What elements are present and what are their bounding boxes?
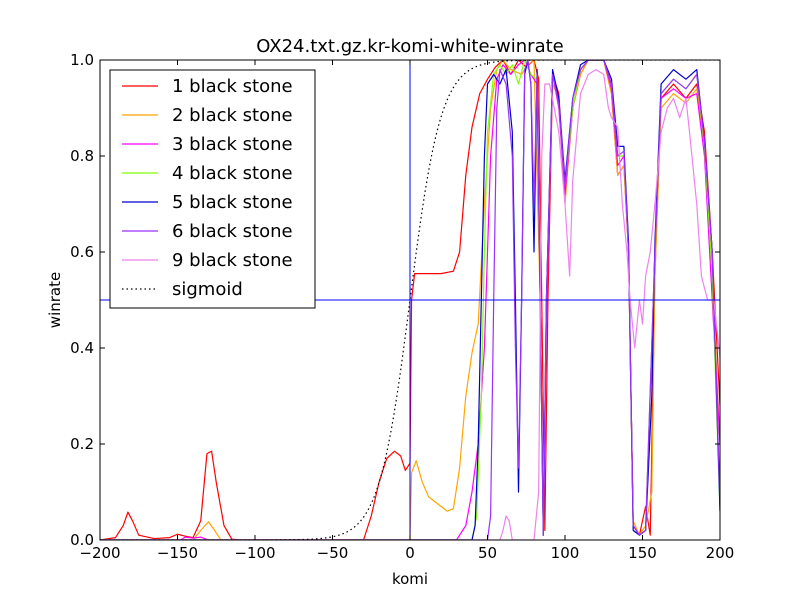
y-tick-label: 0.6: [70, 243, 94, 261]
series-line-6: [100, 60, 720, 540]
legend-label: 4 black stone: [172, 163, 293, 184]
y-tick-label: 1.0: [70, 51, 94, 69]
x-tick-label: 50: [478, 544, 497, 562]
legend-label: 6 black stone: [172, 221, 293, 242]
legend-label: 9 black stone: [172, 250, 293, 271]
legend-label: 1 black stone: [172, 76, 293, 97]
legend: 1 black stone 2 black stone 3 black stone 4…: [109, 69, 316, 309]
y-axis-label: winrate: [46, 272, 64, 328]
axis-ticks: −200 −150 −100 −50 0 50 100 150 200 0.0 0.2 0.4 0.6 0…: [70, 51, 734, 562]
y-tick-label: 0.4: [70, 339, 94, 357]
legend-label: 3 black stone: [172, 134, 293, 155]
x-tick-label: −200: [79, 544, 120, 562]
x-tick-label: −100: [234, 544, 275, 562]
x-tick-label: −150: [157, 544, 198, 562]
series-layer: [100, 60, 720, 540]
legend-label: sigmoid: [172, 279, 243, 300]
y-tick-label: 0.8: [70, 147, 94, 165]
x-tick-label: 200: [706, 544, 735, 562]
chart-title: OX24.txt.gz.kr-komi-white-winrate: [256, 36, 564, 57]
y-tick-label: 0.0: [70, 531, 94, 549]
series-line-7: [100, 69, 720, 540]
x-tick-label: −50: [317, 544, 349, 562]
x-tick-label: 100: [551, 544, 580, 562]
x-tick-label: 0: [405, 544, 415, 562]
legend-box: [109, 69, 316, 309]
y-tick-label: 0.2: [70, 435, 94, 453]
x-axis-label: komi: [392, 570, 428, 588]
x-tick-label: 150: [628, 544, 657, 562]
legend-label: 5 black stone: [172, 192, 293, 213]
legend-label: 2 black stone: [172, 105, 293, 126]
series-line-2: [100, 60, 720, 540]
